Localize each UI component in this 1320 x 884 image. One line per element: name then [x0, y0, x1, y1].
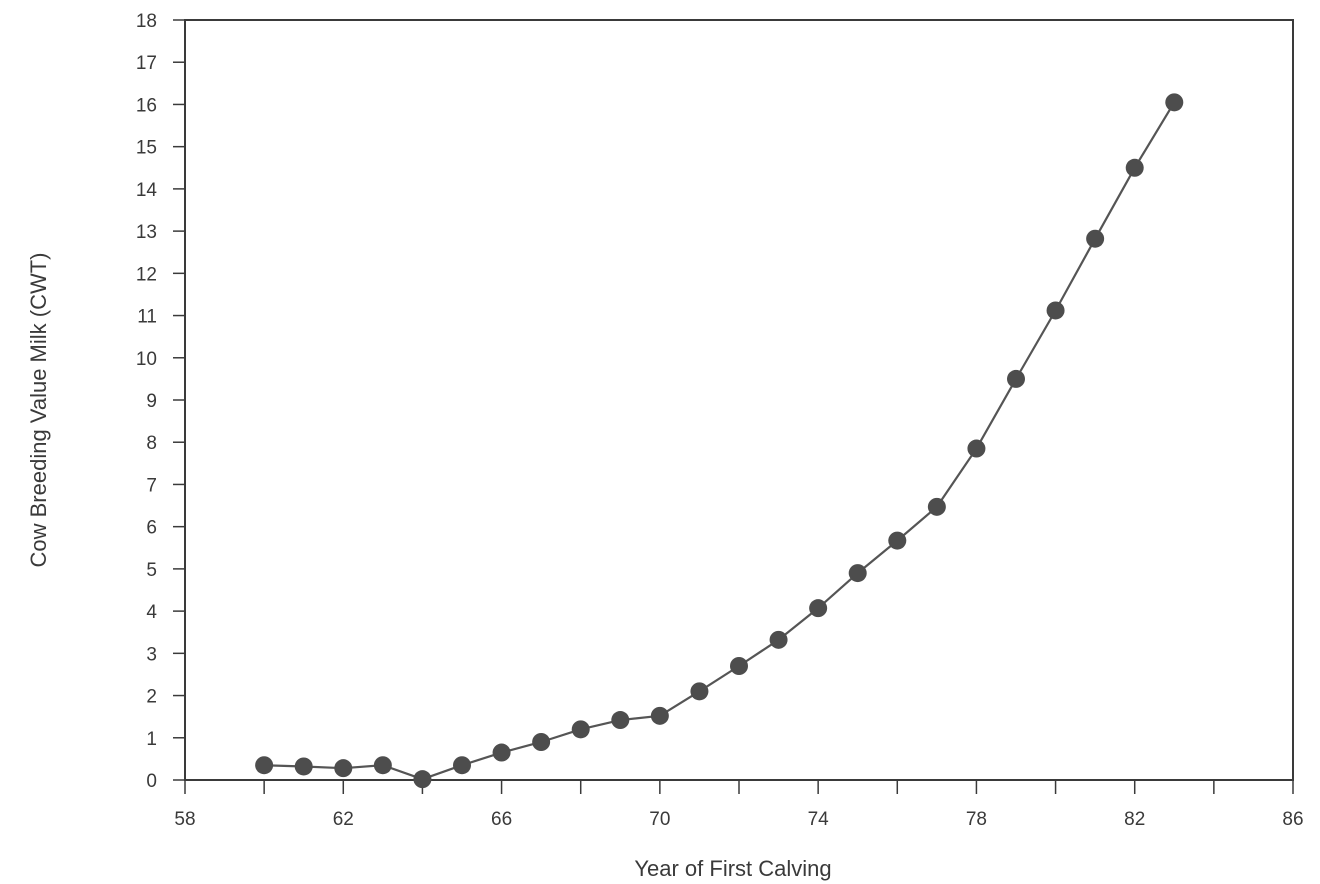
data-point	[255, 756, 274, 775]
y-tick-label: 4	[146, 602, 157, 623]
data-point	[1086, 229, 1105, 248]
data-point	[848, 564, 867, 583]
y-tick-label: 13	[136, 222, 157, 243]
x-tick-label: 78	[966, 809, 987, 830]
x-tick-label: 82	[1124, 809, 1145, 830]
data-point	[413, 770, 432, 789]
data-point	[611, 711, 630, 730]
y-tick-label: 6	[146, 518, 157, 539]
data-point	[294, 757, 313, 776]
y-tick-label: 14	[136, 180, 158, 201]
data-point	[373, 756, 392, 775]
data-point	[571, 720, 590, 739]
y-tick-label: 15	[136, 138, 157, 159]
y-tick-label: 5	[146, 560, 157, 581]
x-axis-title: Year of First Calving	[634, 856, 831, 881]
y-tick-label: 10	[136, 349, 157, 370]
data-point	[888, 531, 907, 550]
y-tick-label: 7	[146, 475, 157, 496]
x-tick-label: 66	[491, 809, 512, 830]
data-point	[967, 439, 986, 458]
x-tick-label: 74	[808, 809, 830, 830]
y-axis-title: Cow Breeding Value Milk (CWT)	[26, 252, 51, 567]
data-point	[1007, 369, 1025, 388]
data-point	[1046, 301, 1065, 320]
data-point	[1165, 93, 1184, 112]
x-tick-label: 62	[333, 809, 354, 830]
data-point	[690, 682, 709, 701]
y-tick-label: 9	[146, 391, 157, 412]
data-point	[809, 599, 828, 618]
y-tick-label: 17	[136, 53, 157, 74]
series-line	[264, 101, 1176, 781]
y-tick-label: 0	[146, 771, 157, 792]
data-point	[492, 743, 511, 762]
y-tick-label: 18	[136, 11, 157, 32]
y-tick-label: 11	[137, 307, 157, 328]
data-point	[650, 706, 669, 725]
y-tick-label: 8	[146, 433, 157, 454]
x-tick-label: 58	[174, 809, 195, 830]
data-point	[730, 657, 748, 675]
y-tick-label: 3	[146, 644, 157, 665]
x-tick-label: 86	[1282, 809, 1303, 830]
data-point	[1125, 158, 1144, 177]
data-point	[532, 733, 551, 751]
data-point	[769, 630, 788, 649]
data-point	[453, 756, 471, 775]
data-point	[334, 759, 353, 778]
y-tick-label: 1	[146, 729, 157, 750]
x-tick-label: 70	[649, 809, 670, 830]
data-point	[927, 497, 946, 516]
y-tick-label: 2	[146, 687, 157, 708]
y-tick-label: 16	[136, 95, 157, 116]
y-tick-label: 12	[136, 264, 157, 285]
